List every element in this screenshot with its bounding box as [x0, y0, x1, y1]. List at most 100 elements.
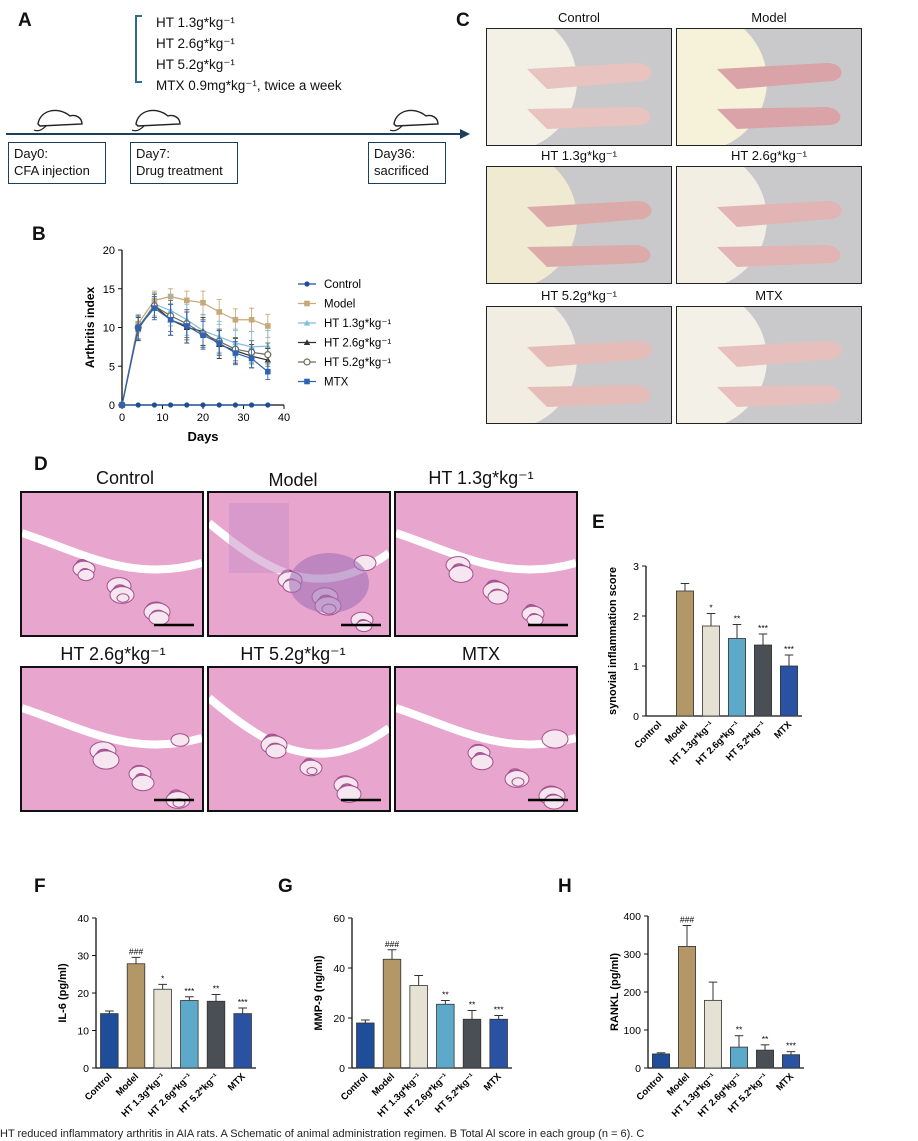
event-desc: Drug treatment — [136, 163, 223, 178]
category-label: Control — [632, 719, 664, 751]
panel-a-bracket — [135, 15, 142, 83]
photo-title: Model — [751, 10, 787, 25]
data-point — [249, 402, 255, 408]
histology-image — [394, 491, 578, 637]
paw-photo — [676, 306, 862, 424]
x-tick-label: 40 — [278, 412, 290, 424]
event-day: Day36: — [374, 146, 416, 161]
paw-photo — [486, 306, 672, 424]
y-tick-label: 15 — [103, 284, 115, 296]
bar — [100, 1013, 119, 1069]
data-point — [151, 305, 158, 311]
bar — [728, 638, 746, 717]
panel-b-letter: B — [32, 224, 46, 245]
data-point — [216, 340, 222, 346]
y-tick-label: 10 — [77, 1026, 89, 1038]
data-point — [303, 339, 311, 345]
data-point — [265, 323, 271, 329]
histology-image — [20, 666, 204, 812]
paw-photo — [486, 166, 672, 284]
photo-title: HT 2.6g*kg⁻¹ — [731, 148, 807, 163]
legend-label: HT 2.6g*kg⁻¹ — [324, 338, 391, 350]
y-tick-label: 300 — [623, 949, 641, 961]
category-label: MTX — [482, 1071, 504, 1093]
bar — [382, 958, 402, 1069]
event-desc: CFA injection — [14, 163, 90, 178]
data-point — [135, 324, 141, 331]
panel-a-letter: A — [18, 10, 32, 31]
significance-label: *** — [784, 644, 795, 654]
data-point — [265, 402, 271, 408]
bar — [180, 1000, 199, 1069]
arthritis-line-chart: 0 5 10 15 20 0 10 20 30 40 Days Arthritis index Cont… — [83, 245, 391, 444]
dose-item: HT 1.3g*kg⁻¹ — [156, 15, 235, 30]
y-axis-label: MMP-9 (ng/ml) — [313, 955, 325, 1030]
data-point — [265, 368, 271, 375]
significance-label: *** — [786, 1041, 797, 1051]
data-point — [151, 402, 157, 408]
x-tick-label: 0 — [119, 412, 125, 424]
y-tick-label: 0 — [339, 1063, 345, 1075]
photo-title: HT 5.2g*kg⁻¹ — [541, 288, 617, 303]
x-tick-label: 10 — [156, 412, 168, 424]
y-tick-label: 0 — [83, 1063, 89, 1075]
data-point — [135, 402, 141, 408]
dose-item: HT 5.2g*kg⁻¹ — [156, 57, 235, 72]
bar — [409, 985, 428, 1069]
bar — [206, 1000, 226, 1069]
bar — [678, 946, 696, 1069]
significance-label: * — [709, 603, 713, 613]
rat-icon — [33, 109, 83, 132]
bar — [702, 625, 720, 717]
data-point — [184, 323, 190, 329]
data-point — [119, 402, 125, 408]
y-tick-label: 10 — [103, 323, 115, 335]
data-point — [303, 358, 311, 366]
bar — [780, 665, 798, 717]
y-tick-label: 0 — [109, 400, 115, 412]
y-tick-label: 3 — [633, 561, 639, 573]
y-tick-label: 2 — [633, 611, 639, 623]
y-tick-label: 0 — [633, 711, 639, 723]
series-line — [121, 304, 268, 406]
histology-image — [207, 666, 391, 812]
paw-photo — [676, 28, 862, 146]
rat-icon — [131, 109, 181, 132]
data-point — [168, 402, 174, 408]
paw-photo — [486, 28, 672, 146]
significance-label: ### — [385, 939, 399, 949]
legend-label: Model — [324, 299, 355, 311]
photo-title: HT 1.3g*kg⁻¹ — [541, 148, 617, 163]
y-tick-label: 1 — [633, 661, 639, 673]
data-point — [304, 378, 310, 385]
significance-label: ** — [736, 1025, 743, 1035]
significance-label: * — [161, 973, 165, 983]
category-label: Control — [83, 1071, 115, 1103]
data-point — [303, 319, 311, 326]
y-tick-label: 0 — [635, 1063, 641, 1075]
data-point — [304, 281, 310, 287]
data-point — [200, 332, 206, 339]
legend-label: Control — [324, 279, 361, 291]
data-point — [216, 309, 222, 315]
data-point — [248, 316, 255, 323]
y-tick-label: 40 — [77, 913, 89, 925]
data-point — [232, 402, 238, 408]
dose-item: HT 2.6g*kg⁻¹ — [156, 36, 235, 51]
bar — [233, 1013, 252, 1069]
significance-label: *** — [238, 997, 249, 1007]
x-axis-label: Days — [187, 429, 218, 444]
significance-label: ** — [213, 984, 220, 994]
bar — [754, 644, 772, 717]
y-tick-label: 30 — [77, 951, 89, 963]
data-point — [232, 316, 239, 323]
category-label: Control — [634, 1071, 666, 1103]
data-point — [184, 402, 190, 408]
significance-label: ** — [734, 614, 741, 624]
y-tick-label: 400 — [623, 911, 641, 923]
significance-label: ** — [469, 1000, 476, 1010]
event-day: Day0: — [14, 146, 48, 161]
data-point — [264, 351, 272, 359]
data-point — [167, 316, 174, 323]
